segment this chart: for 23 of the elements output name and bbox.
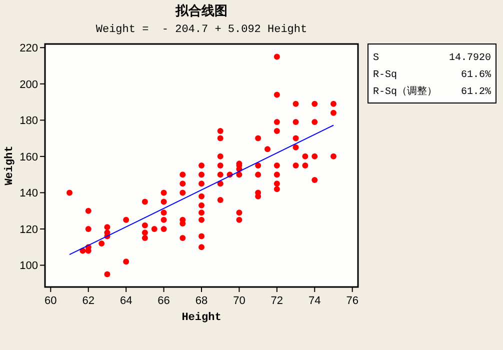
x-tick-label: 76 (346, 295, 358, 307)
x-tick-label: 62 (82, 295, 94, 307)
x-tick-label: 66 (158, 295, 170, 307)
x-tick-label: 68 (195, 295, 208, 307)
x-tick-label: 74 (308, 295, 321, 307)
x-tick-label: 60 (44, 295, 57, 307)
y-tick-label: 140 (20, 188, 38, 200)
y-axis-title: Weight (4, 146, 16, 186)
x-axis-title: Height (182, 312, 222, 324)
y-tick-label: 220 (20, 42, 38, 55)
text: R-Sq（调整） 61.2% (373, 87, 491, 98)
text: S 14.7920 (373, 53, 491, 64)
y-tick-label: 100 (20, 260, 38, 272)
y-tick-label: 180 (20, 115, 38, 128)
x-tick-label: 72 (270, 295, 284, 307)
chart-subtitle: Weight = - 204.7 + 5.092 Height (96, 24, 308, 36)
chart-title: 拟合线图 (174, 3, 228, 19)
text: R-Sq 61.6% (373, 70, 491, 81)
x-tick-label: 70 (233, 295, 246, 307)
x-tick-label: 64 (120, 295, 132, 307)
y-tick-label: 120 (20, 224, 38, 236)
y-tick-label: 200 (20, 78, 38, 91)
y-tick-label: 160 (20, 151, 38, 164)
